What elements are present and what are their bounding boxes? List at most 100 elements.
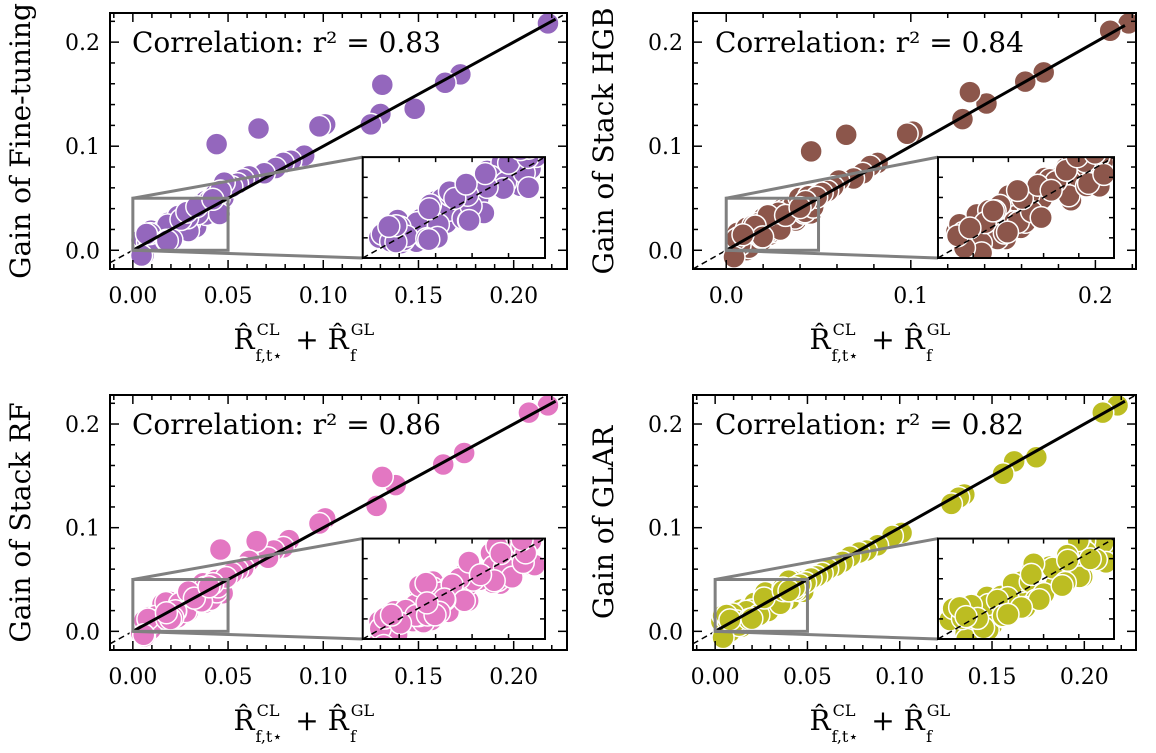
inset-plot — [937, 538, 1114, 639]
zoom-connector — [132, 155, 363, 200]
x-axis-label-part: + — [286, 323, 327, 356]
zoom-region — [724, 196, 821, 252]
axes-frame — [109, 12, 568, 270]
y-tick-label: 0.1 — [65, 517, 100, 542]
zoom-connector — [714, 537, 939, 581]
panel-1: 0.00 0.05 0.10 0.15 0.20 0.0 0.1 0.2 Correlation… — [4, 3, 568, 365]
inset-frame — [936, 537, 1115, 640]
scatter-point — [991, 462, 1015, 486]
x-axis-label-part: R̂ — [904, 323, 926, 356]
x-tick-label: 0.20 — [489, 665, 538, 690]
y-axis-label: Gain of Fine-tuning — [4, 3, 37, 279]
inset-point — [981, 199, 1005, 223]
x-tick-label: 0.2 — [1078, 284, 1113, 309]
x-axis-label-part: CL — [833, 320, 856, 339]
inset-point — [954, 604, 978, 629]
inset-point — [454, 172, 478, 196]
inset-point — [378, 637, 392, 639]
inset-point — [452, 589, 477, 613]
inset-point — [516, 176, 541, 200]
x-tick-label: 0.00 — [108, 284, 157, 309]
y-axis-label: Gain of GLAR — [587, 425, 620, 619]
panel-2: 0.0 0.1 0.2 0.0 0.1 0.2 Correlation: r² = 0.84… — [587, 7, 1137, 365]
inset-point — [417, 197, 441, 221]
x-axis-label-part: GL — [927, 701, 951, 720]
x-tick-label: 0.20 — [1060, 665, 1109, 690]
x-axis-label-part: CL — [257, 701, 280, 720]
x-axis-label-part: f — [926, 727, 933, 746]
zoom-connector — [132, 537, 363, 581]
scatter-point — [204, 132, 229, 156]
inset-point — [376, 255, 391, 259]
inset-identity-line — [362, 538, 546, 639]
y-tick-label: 0.0 — [65, 239, 100, 264]
y-tick-label: 0.0 — [65, 620, 100, 645]
panel-4: 0.00 0.05 0.10 0.15 0.20 0.0 0.1 0.2 Correlation… — [587, 394, 1137, 746]
scatter-point — [307, 114, 332, 139]
inset-point — [958, 216, 982, 240]
scatter-point — [895, 121, 919, 146]
y-tick-label: 0.2 — [648, 31, 683, 56]
x-tick-label: 0.00 — [108, 665, 157, 690]
y-tick-label: 0.2 — [648, 413, 683, 438]
x-tick-label: 0.1 — [893, 284, 928, 309]
axes-frame — [692, 394, 1137, 651]
x-tick-label: 0.0 — [709, 284, 744, 309]
inset-point — [496, 157, 521, 175]
axes-frame — [109, 394, 568, 651]
x-axis-label: R̂ CL f,t⋆ + R̂ GL f — [810, 701, 951, 746]
inset-point — [373, 633, 394, 639]
x-axis-label-part: f,t⋆ — [255, 727, 282, 746]
x-axis-label-part: GL — [927, 320, 951, 339]
inset-point — [942, 260, 964, 282]
y-tick-label: 0.2 — [65, 31, 100, 56]
y-tick-label: 0.0 — [648, 239, 683, 264]
x-axis-label-part: R̂ — [234, 323, 256, 356]
zoom-region — [131, 578, 230, 633]
inset — [361, 156, 547, 260]
x-axis-label-part: f — [926, 346, 933, 365]
x-axis-label-part: f,t⋆ — [255, 346, 282, 365]
scatter-point — [834, 123, 858, 147]
x-axis-label-part: f — [350, 727, 357, 746]
correlation-annotation: Correlation: r² = 0.82 — [715, 408, 1024, 441]
inset — [361, 537, 547, 640]
inset-plot — [362, 157, 546, 259]
zoom-region — [713, 578, 809, 633]
x-tick-label: 0.10 — [299, 665, 348, 690]
y-axis-label: Gain of Stack RF — [4, 402, 37, 642]
inset-frame — [361, 156, 547, 260]
inset-point — [379, 603, 404, 627]
x-axis-label-part: CL — [257, 320, 280, 339]
inset-identity-line — [937, 538, 1114, 639]
x-axis-label-part: R̂ — [234, 704, 256, 737]
fit-line — [132, 17, 557, 252]
x-axis-label-part: GL — [351, 320, 375, 339]
x-tick-label: 0.00 — [691, 665, 740, 690]
inset-identity-line — [362, 157, 546, 259]
x-axis-label-part: f,t⋆ — [831, 346, 858, 365]
x-tick-label: 0.20 — [489, 284, 538, 309]
y-tick-label: 0.0 — [648, 620, 683, 645]
scatter-point — [246, 116, 271, 141]
plot-area — [110, 395, 567, 649]
x-axis-label-part: GL — [351, 701, 375, 720]
x-axis-label-part: f,t⋆ — [831, 727, 858, 746]
x-axis-label: R̂ CL f,t⋆ + R̂ GL f — [810, 320, 951, 365]
y-tick-label: 0.2 — [65, 413, 100, 438]
x-axis-label-part: CL — [833, 701, 856, 720]
inset-point — [1029, 205, 1053, 230]
inset-point — [995, 220, 1020, 244]
zoom-connector — [725, 155, 939, 200]
inset-point — [996, 602, 1020, 627]
correlation-annotation: Correlation: r² = 0.84 — [715, 26, 1024, 59]
zoom-region — [131, 196, 230, 252]
inset-point — [1019, 562, 1044, 587]
scatter-point — [958, 80, 982, 104]
inset-point — [377, 214, 401, 239]
x-axis-label-part: + — [862, 323, 903, 356]
axes-frame — [692, 12, 1137, 270]
inset-frame — [936, 156, 1115, 260]
inset-point — [414, 571, 438, 595]
